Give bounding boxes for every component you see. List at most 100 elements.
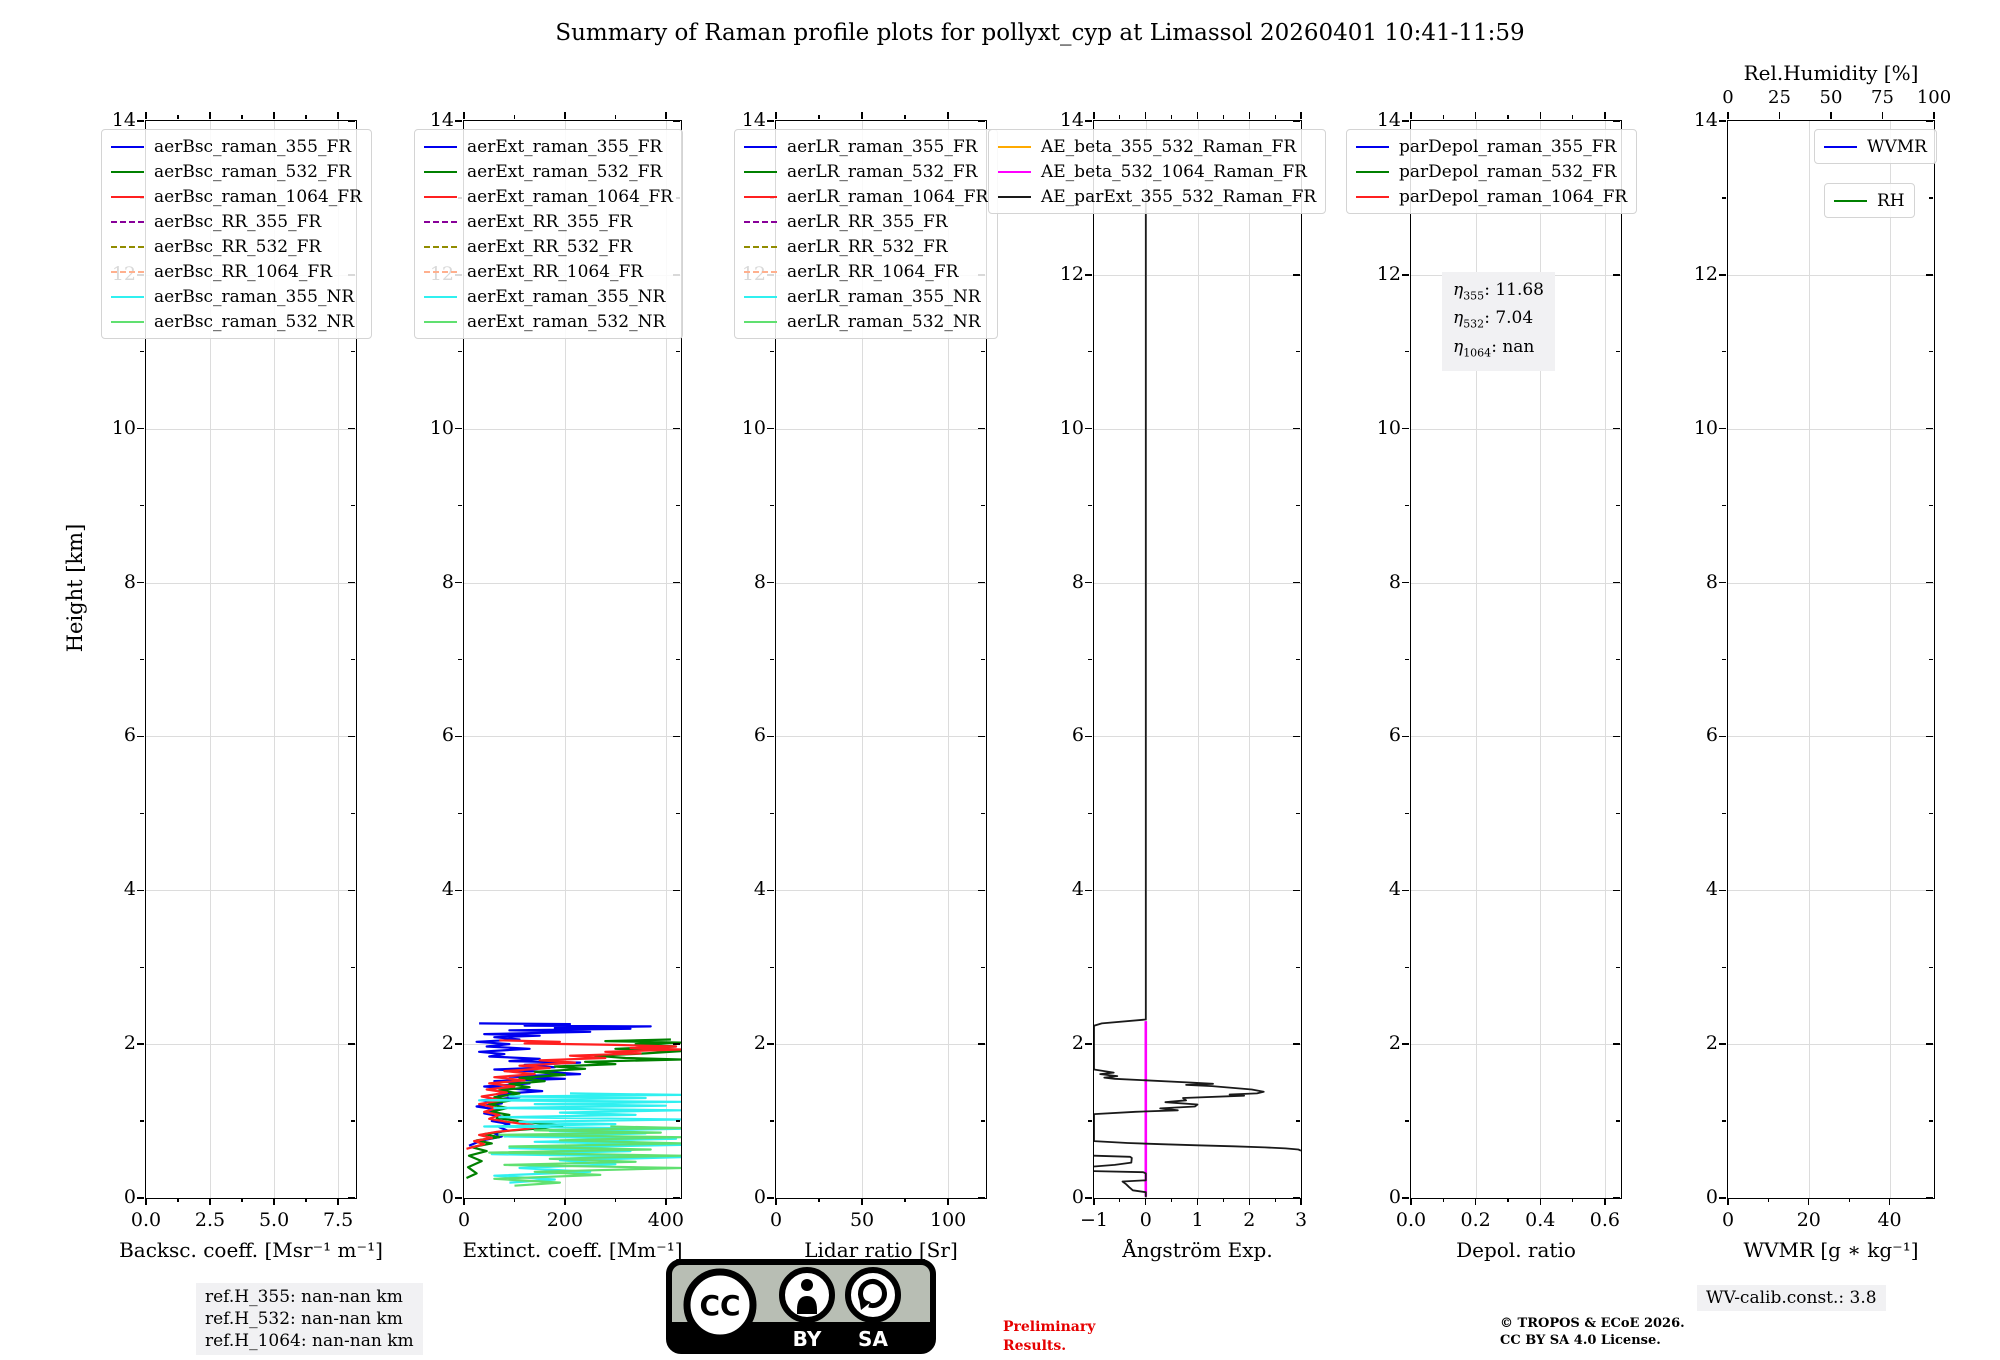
y-tick-label: 10 bbox=[1059, 416, 1084, 439]
legend-entry: aerExt_raman_355_FR bbox=[424, 134, 673, 159]
plot-angstrom: −1 0 1 2 3 0 2 4 6 8 10 12 14 Ångström Exp. AE_beta_35… bbox=[988, 109, 1327, 1262]
legend-entry-label: aerBsc_raman_532_NR bbox=[154, 311, 355, 332]
legend-entry: aerBsc_RR_532_FR bbox=[111, 234, 362, 259]
tick-mark bbox=[770, 812, 775, 814]
tick-mark bbox=[1719, 274, 1727, 276]
grid-line bbox=[464, 736, 681, 738]
preliminary-line: Preliminary bbox=[1003, 1319, 1096, 1335]
legend-entry: aerBsc_RR_1064_FR bbox=[111, 259, 362, 284]
tick-mark bbox=[1402, 428, 1410, 430]
legend-depol: parDepol_raman_355_FR parDepol_raman_532_… bbox=[1346, 129, 1638, 214]
legend-line-sample bbox=[424, 295, 457, 298]
tick-mark bbox=[458, 351, 463, 353]
tick-mark bbox=[1778, 112, 1781, 120]
y-tick-label: 10 bbox=[1693, 416, 1718, 439]
tick-mark bbox=[1604, 1198, 1606, 1205]
tick-mark bbox=[455, 889, 463, 891]
tick-mark bbox=[1410, 1198, 1412, 1205]
tick-mark bbox=[458, 505, 463, 507]
tick-mark bbox=[1616, 351, 1620, 353]
legend-entry-label: aerBsc_raman_355_NR bbox=[154, 286, 355, 307]
legend-entry-label: aerExt_RR_355_FR bbox=[467, 211, 633, 232]
legend-backscatter: aerBsc_raman_355_FR aerBsc_raman_532_FR ae… bbox=[101, 129, 372, 339]
ref-height-355: ref.H_355: nan-nan km bbox=[205, 1287, 403, 1307]
grid-line bbox=[1475, 121, 1477, 1198]
y-tick-label: 0 bbox=[753, 1186, 766, 1208]
tick-mark bbox=[978, 581, 985, 584]
tick-mark bbox=[1722, 658, 1727, 661]
series-AE_parExt_355_532_Raman_FR bbox=[1094, 1154, 1133, 1168]
tick-mark bbox=[1196, 1198, 1199, 1205]
figure-title: Summary of Raman profile plots for polly… bbox=[555, 20, 1525, 46]
legend-entry-label: aerExt_raman_532_NR bbox=[467, 311, 666, 332]
y-tick-label: 0 bbox=[123, 1186, 136, 1208]
legend-entry-label: aerBsc_RR_1064_FR bbox=[154, 261, 333, 282]
tick-mark bbox=[1929, 966, 1933, 968]
grid-line bbox=[776, 582, 986, 584]
legend-entry: RH bbox=[1834, 188, 1905, 213]
tick-mark bbox=[1119, 115, 1121, 120]
y-tick-label: 12 bbox=[1059, 262, 1084, 285]
series-AE_parExt_355_532_Raman_FR bbox=[1094, 1170, 1147, 1198]
copyright-line: © TROPOS & ECoE 2026. bbox=[1500, 1316, 1685, 1331]
legend-entry-label: aerExt_raman_532_FR bbox=[467, 161, 663, 182]
tick-mark bbox=[818, 1198, 820, 1202]
legend-line-sample bbox=[744, 145, 777, 148]
tick-mark bbox=[1300, 112, 1302, 120]
tick-mark bbox=[455, 1197, 463, 1199]
data-layer-extinction bbox=[466, 1022, 681, 1187]
plot-depol: 0.0 0.2 0.4 0.6 0 2 4 6 8 10 12 14 Depol. ratio parDe… bbox=[1346, 109, 1638, 1262]
series-AE_parExt_355_532_Raman_FR bbox=[1094, 194, 1301, 1152]
legend-entry: AE_beta_355_532_Raman_FR bbox=[998, 134, 1316, 159]
y-tick-label: 6 bbox=[1071, 724, 1084, 747]
tick-mark bbox=[351, 966, 355, 968]
tick-mark bbox=[1926, 1043, 1933, 1045]
tick-mark bbox=[767, 120, 775, 122]
y-tick-label: 2 bbox=[1388, 1032, 1401, 1055]
legend-line-sample bbox=[1834, 199, 1867, 202]
legend-entry: parDepol_raman_532_FR bbox=[1356, 159, 1627, 184]
tick-mark bbox=[1442, 115, 1444, 120]
eta-row-532: η532: 7.04 bbox=[1453, 307, 1544, 335]
legend-entry-label: aerLR_RR_1064_FR bbox=[787, 261, 959, 282]
tick-mark bbox=[209, 112, 211, 120]
grid-line bbox=[948, 121, 950, 1198]
copyright-note: © TROPOS & ECoE 2026. CC BY SA 4.0 Licen… bbox=[1500, 1315, 1685, 1349]
legend-entry-label: parDepol_raman_355_FR bbox=[1399, 136, 1617, 157]
y-tick-label: 2 bbox=[753, 1032, 766, 1055]
grid-line bbox=[1889, 121, 1891, 1198]
tick-mark bbox=[1722, 505, 1727, 507]
tick-mark bbox=[1926, 1197, 1933, 1199]
legend-entry-label: aerBsc_raman_1064_FR bbox=[154, 186, 362, 207]
x-tick-label: 3 bbox=[1294, 1209, 1308, 1231]
grid-line bbox=[1728, 1044, 1934, 1046]
tick-mark bbox=[676, 1120, 680, 1122]
legend-entry: aerExt_raman_532_NR bbox=[424, 309, 673, 334]
x-tick-label: 0 bbox=[457, 1209, 471, 1231]
tick-mark bbox=[1442, 1198, 1444, 1202]
tick-mark bbox=[947, 1198, 949, 1205]
top-axis-tick-label: 25 bbox=[1768, 87, 1791, 108]
tick-mark bbox=[1293, 889, 1300, 891]
legend-line-sample bbox=[998, 170, 1031, 173]
eta-row-1064: η1064: nan bbox=[1453, 336, 1544, 364]
legend-entry: parDepol_raman_355_FR bbox=[1356, 134, 1627, 159]
legend-line-sample bbox=[1824, 145, 1857, 148]
tick-mark bbox=[775, 112, 777, 120]
y-tick-label: 0 bbox=[1388, 1186, 1401, 1208]
tick-mark bbox=[770, 658, 775, 661]
tick-mark bbox=[1539, 1198, 1541, 1205]
x-tick-label: 7.5 bbox=[322, 1209, 354, 1231]
tick-mark bbox=[767, 581, 775, 584]
tick-mark bbox=[1296, 658, 1300, 661]
tick-mark bbox=[1293, 1197, 1300, 1199]
tick-mark bbox=[1727, 1198, 1729, 1205]
share-alike-arrow bbox=[858, 1279, 887, 1308]
top-axis-tick-label: 50 bbox=[1819, 87, 1843, 108]
top-axis-tick-label: 0 bbox=[1722, 87, 1734, 108]
grid-line bbox=[564, 121, 566, 1198]
tick-mark bbox=[1402, 735, 1410, 738]
tick-mark bbox=[1405, 812, 1410, 814]
tick-mark bbox=[137, 1197, 145, 1199]
